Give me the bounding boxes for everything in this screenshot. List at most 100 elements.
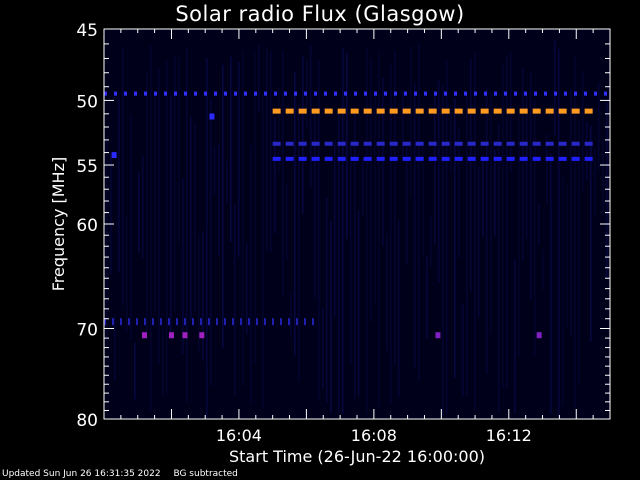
noise-streak [210,98,212,386]
noise-streak [310,46,312,187]
noise-streak [426,256,428,339]
data-point [168,332,174,339]
noise-streak [578,120,580,386]
noise-streak [126,215,128,333]
noise-streak [570,87,572,336]
chart-title: Solar radio Flux (Glasgow) [175,2,465,26]
noise-streak [474,52,476,411]
noise-streak [586,121,588,181]
noise-streak [422,142,424,257]
noise-streak [246,243,248,335]
noise-streak [342,47,344,415]
noise-streak [186,47,188,403]
noise-streak [158,68,160,364]
data-point [111,152,117,159]
noise-streak [282,50,284,297]
noise-streak [606,102,608,279]
noise-streak [366,47,368,415]
noise-streak [394,50,396,365]
noise-streak [410,45,412,195]
noise-streak [106,138,108,341]
noise-streak [398,219,400,398]
noise-streak [238,62,240,257]
noise-streak [318,60,320,400]
noise-streak [390,63,392,403]
x-tick-label: 16:12 [486,426,532,445]
noise-streak [274,117,276,234]
noise-streak [214,146,216,195]
noise-streak [334,139,336,318]
noise-streak [262,94,264,409]
noise-streak [166,61,168,394]
x-axis-label: Start Time (26-Jun-22 16:00:00) [229,447,485,466]
y-tick-label: 60 [76,216,98,236]
noise-streak [358,209,360,397]
noise-streak [598,82,600,170]
noise-streak [370,58,372,323]
noise-streak [558,48,560,418]
noise-streak [466,95,468,396]
y-tick-label: 70 [76,320,98,340]
noise-streak [554,39,556,136]
noise-streak [218,144,220,256]
noise-streak [438,79,440,283]
noise-streak [226,160,228,203]
noise-streak [322,308,324,389]
noise-streak [362,158,364,216]
noise-streak [234,204,236,395]
noise-streak [434,91,436,246]
noise-streak [134,342,136,400]
noise-streak [478,166,480,318]
noise-streak [542,248,544,291]
noise-streak [386,233,388,351]
noise-streak [414,82,416,368]
noise-streak [402,89,404,158]
noise-streak [574,55,576,409]
noise-streak [590,125,592,342]
noise-streak [566,185,568,328]
noise-streak [582,70,584,192]
noise-streak [150,45,152,411]
noise-streak [206,57,208,418]
noise-streak [522,68,524,262]
noise-streak [250,145,252,404]
noise-streak [502,63,504,389]
noise-streak [222,64,224,349]
noise-streak [494,149,496,237]
noise-streak [450,104,452,174]
noise-streak [302,56,304,215]
noise-streak [346,53,348,239]
data-point [536,332,542,339]
y-tick-label: 50 [76,92,98,112]
data-point [182,332,188,339]
noise-streak [182,177,184,354]
data-point [435,332,441,339]
noise-streak [242,50,244,387]
noise-streak [354,111,356,399]
data-point [141,332,147,339]
noise-streak [482,155,484,237]
noise-streak [294,71,296,356]
noise-streak [486,88,488,375]
noise-streak [298,105,300,382]
noise-streak [258,45,260,113]
noise-streak [530,71,532,300]
noise-streak [518,113,520,356]
noise-streak [550,153,552,415]
noise-streak [178,56,180,245]
noise-streak [350,141,352,365]
noise-streak [142,155,144,258]
noise-streak [290,294,292,337]
noise-streak [266,48,268,252]
y-axis-label: Frequency [MHz] [49,157,68,291]
y-tick-label: 80 [76,411,98,431]
noise-streak [202,231,204,361]
noise-streak [526,96,528,239]
noise-streak [462,303,464,397]
data-point [199,332,205,339]
noise-streak [146,72,148,334]
noise-streak [446,61,448,414]
noise-streak [138,172,140,253]
noise-streak [170,95,172,335]
